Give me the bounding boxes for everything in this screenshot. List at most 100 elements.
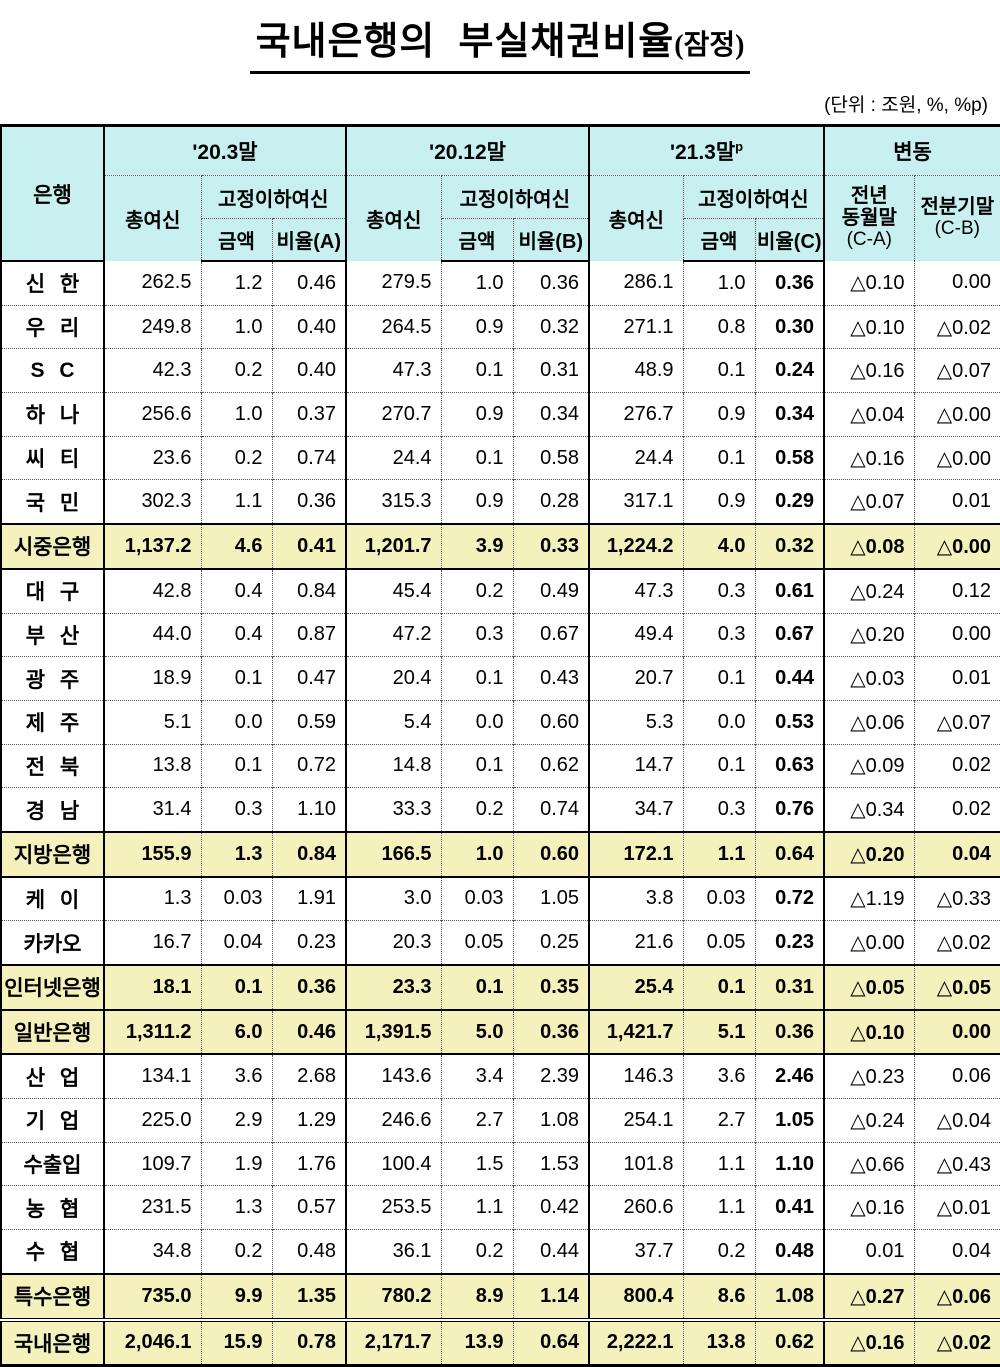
value-cell: 5.4: [345, 699, 442, 745]
value-cell: △0.06: [823, 699, 915, 745]
value-cell: △0.00: [913, 523, 1000, 569]
value-cell: 13.8: [103, 743, 201, 788]
value-cell: 0.9: [440, 304, 514, 349]
value-cell: 0.47: [271, 656, 347, 701]
value-cell: 0.01: [913, 656, 1000, 701]
value-cell: 0.01: [913, 479, 1000, 525]
bank-name-cell: 신 한: [1, 261, 104, 306]
value-cell: △0.04: [913, 1098, 1000, 1143]
value-cell: 2,046.1: [103, 1317, 201, 1366]
value-cell: 0.0: [440, 699, 514, 745]
header-period-label: '20.12말: [429, 141, 506, 164]
value-cell: 225.0: [103, 1098, 201, 1143]
value-cell: △0.16: [823, 1317, 915, 1366]
value-cell: 0.37: [271, 392, 347, 437]
value-cell: 2.68: [271, 1053, 347, 1099]
value-cell: 0.64: [754, 830, 825, 877]
table-row: 경 남 31.4 0.3 1.10 33.3 0.2 0.74 34.7 0.3 0.76 △0.3…: [1, 787, 1000, 832]
value-cell: 5.1: [103, 699, 201, 745]
value-cell: 20.4: [345, 656, 442, 701]
value-cell: 25.4: [588, 964, 684, 1010]
value-cell: 302.3: [103, 479, 201, 525]
page: 국내은행의 부실채권비율(잠정) (단위 : 조원, %, %p) 은행 '20…: [0, 10, 1000, 1367]
value-cell: 0.36: [271, 479, 347, 525]
value-cell: 146.3: [588, 1053, 684, 1099]
bank-name-cell: S C: [1, 348, 104, 393]
value-cell: 0.00: [913, 612, 1000, 657]
value-cell: 0.0: [200, 699, 272, 745]
value-cell: △0.09: [823, 743, 915, 788]
header-row-groups: 총여신 고정이하여신 총여신 고정이하여신 총여신 고정이하여신 전년 동월말 …: [1, 175, 1000, 261]
value-cell: 45.4: [345, 567, 442, 613]
table-body: 신 한 262.5 1.2 0.46 279.5 1.0 0.36 286.1 1.0 0.36 △…: [1, 261, 1000, 1366]
value-cell: 735.0: [103, 1272, 201, 1320]
value-cell: 0.57: [271, 1185, 347, 1230]
header-period-21-3: '21.3말p: [588, 125, 825, 176]
header-total-credit: 총여신: [588, 175, 684, 261]
value-cell: 0.05: [440, 920, 514, 965]
header-period-label: '21.3말: [669, 141, 736, 164]
value-cell: 0.3: [440, 612, 514, 657]
value-cell: 271.1: [588, 304, 684, 349]
value-cell: 270.7: [345, 392, 442, 437]
value-cell: 315.3: [345, 479, 442, 525]
value-cell: 0.06: [913, 1053, 1000, 1099]
value-cell: 0.3: [682, 612, 756, 657]
value-cell: 34.8: [103, 1229, 201, 1274]
value-cell: 100.4: [345, 1141, 442, 1186]
page-title-suffix: (잠정): [674, 30, 745, 61]
value-cell: 2.7: [440, 1098, 514, 1143]
value-cell: 3.6: [682, 1053, 756, 1099]
value-cell: 0.1: [682, 435, 756, 480]
value-cell: 3.8: [588, 875, 684, 921]
value-cell: 37.7: [588, 1229, 684, 1274]
value-cell: 0.00: [913, 261, 1000, 306]
value-cell: △0.10: [823, 1008, 915, 1055]
value-cell: 2.7: [682, 1098, 756, 1143]
bank-name-cell: 경 남: [1, 787, 104, 832]
value-cell: 0.87: [271, 612, 347, 657]
table-header: 은행 '20.3말 '20.12말 '21.3말p 변동 총여신 고정이하여신 …: [1, 125, 1000, 262]
value-cell: 1.0: [200, 304, 272, 349]
value-cell: 0.36: [512, 261, 590, 306]
value-cell: 0.02: [913, 743, 1000, 788]
value-cell: 42.8: [103, 567, 201, 613]
bank-name-cell: 산 업: [1, 1053, 104, 1099]
value-cell: 0.3: [200, 787, 272, 832]
value-cell: 0.24: [754, 348, 825, 393]
value-cell: 1.0: [440, 261, 514, 306]
header-substandard: 고정이하여신: [200, 175, 347, 219]
value-cell: 0.1: [200, 964, 272, 1010]
table-row: 우 리 249.8 1.0 0.40 264.5 0.9 0.32 271.1 0.8 0.30 △…: [1, 304, 1000, 349]
header-qoq-sub: (C-B): [934, 218, 980, 240]
value-cell: 0.41: [754, 1185, 825, 1230]
header-yoy-sub: (C-A): [846, 229, 892, 251]
value-cell: 3.6: [200, 1053, 272, 1099]
value-cell: 0.33: [512, 523, 590, 569]
value-cell: 1.53: [512, 1141, 590, 1186]
table-row: 제 주 5.1 0.0 0.59 5.4 0.0 0.60 5.3 0.0 0.53 △0.06 △0…: [1, 699, 1000, 745]
value-cell: 254.1: [588, 1098, 684, 1143]
value-cell: 0.9: [682, 479, 756, 525]
table-row: 수출입 109.7 1.9 1.76 100.4 1.5 1.53 101.8 1.1 1.10 △…: [1, 1141, 1000, 1186]
value-cell: 0.1: [440, 964, 514, 1010]
value-cell: 8.9: [440, 1272, 514, 1320]
value-cell: 1.29: [271, 1098, 347, 1143]
value-cell: 1.0: [200, 392, 272, 437]
header-substandard: 고정이하여신: [440, 175, 590, 219]
value-cell: 0.62: [512, 743, 590, 788]
value-cell: 109.7: [103, 1141, 201, 1186]
value-cell: 33.3: [345, 787, 442, 832]
value-cell: 44.0: [103, 612, 201, 657]
table-row: 일반은행 1,311.2 6.0 0.46 1,391.5 5.0 0.36 1,421.7 5…: [1, 1008, 1000, 1055]
value-cell: 18.9: [103, 656, 201, 701]
value-cell: 1.35: [271, 1272, 347, 1320]
table-row: 기 업 225.0 2.9 1.29 246.6 2.7 1.08 254.1 2.7 1.05 △…: [1, 1098, 1000, 1143]
header-qoq: 전분기말 (C-B): [913, 175, 1000, 261]
value-cell: 0.53: [754, 699, 825, 745]
header-total-credit: 총여신: [345, 175, 442, 261]
bank-name-cell: 수 협: [1, 1229, 104, 1274]
value-cell: 4.6: [200, 523, 272, 569]
value-cell: 0.04: [913, 830, 1000, 877]
table-row: S C 42.3 0.2 0.40 47.3 0.1 0.31 48.9 0.1 0.24 △0.1…: [1, 348, 1000, 393]
